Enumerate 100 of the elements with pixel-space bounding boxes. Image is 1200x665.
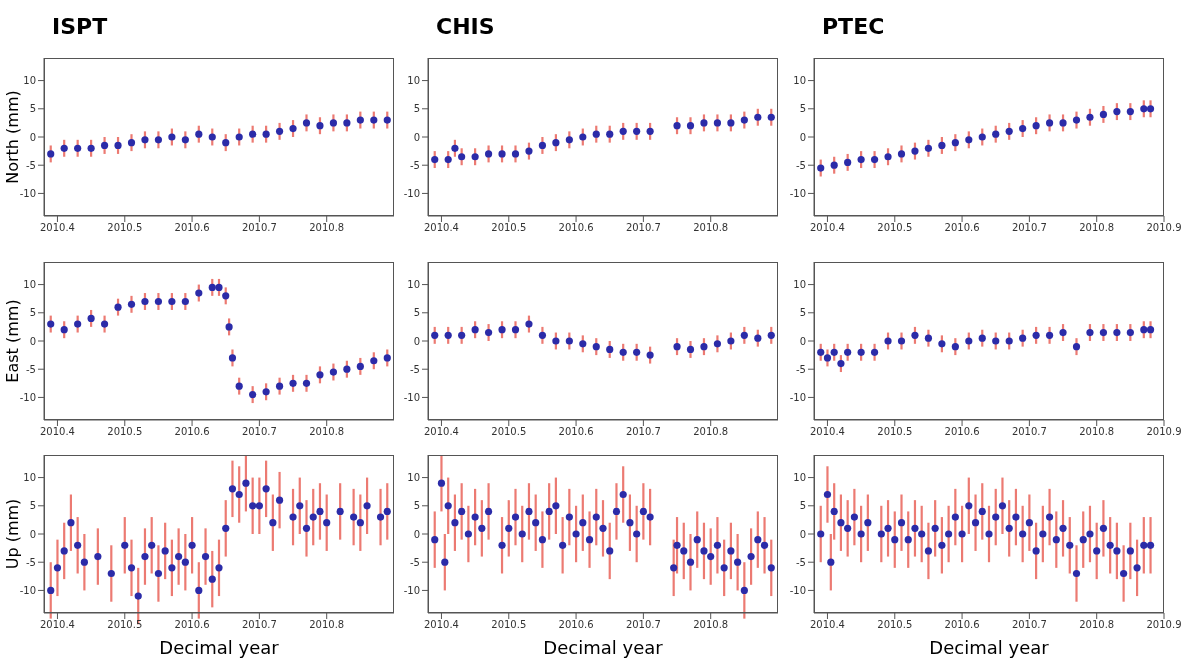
point: [897, 337, 906, 345]
point: [168, 564, 176, 572]
point: [754, 536, 762, 544]
point: [296, 502, 304, 510]
chart-title: CHIS: [436, 14, 495, 39]
point: [754, 334, 762, 342]
point: [830, 507, 838, 516]
point: [141, 136, 149, 144]
point: [451, 519, 459, 527]
point: [1079, 536, 1087, 544]
x-tick-label: 2010.5: [491, 619, 527, 631]
point: [767, 113, 775, 121]
x-tick-label: 2010.4: [809, 222, 845, 234]
x-tick-label: 2010.8: [309, 619, 345, 631]
point: [127, 564, 136, 572]
x-axis-title: Decimal year: [543, 637, 663, 658]
point: [127, 139, 136, 147]
point: [444, 502, 452, 510]
x-tick-label: 2010.4: [809, 619, 845, 631]
point: [154, 569, 163, 578]
point: [363, 502, 371, 510]
point: [754, 113, 762, 121]
point: [228, 354, 237, 362]
point: [350, 513, 358, 521]
point: [431, 331, 439, 339]
point: [87, 314, 95, 323]
point: [700, 119, 708, 127]
point: [592, 343, 600, 351]
point: [673, 122, 681, 130]
point: [53, 564, 62, 572]
point: [850, 513, 858, 521]
point: [458, 507, 466, 516]
point: [60, 326, 68, 334]
x-tick-label: 2010.7: [625, 619, 661, 631]
point: [951, 343, 959, 351]
y-tick-label: -10: [789, 391, 806, 403]
point: [356, 116, 364, 124]
y-tick-label: -10: [19, 584, 36, 596]
point: [857, 348, 865, 356]
point: [444, 155, 452, 164]
point: [1039, 530, 1047, 538]
x-tick-label: 2010.8: [693, 426, 729, 438]
y-tick-label: -10: [403, 584, 420, 596]
point: [370, 116, 378, 124]
point: [633, 127, 641, 135]
y-tick-label: 10: [407, 472, 420, 484]
x-tick-label: 2010.4: [39, 426, 75, 438]
point: [316, 371, 324, 379]
point: [911, 147, 919, 155]
point: [47, 150, 55, 158]
x-tick-label: 2010.6: [944, 426, 980, 438]
x-tick-label: 2010.4: [39, 619, 75, 631]
point: [673, 343, 681, 351]
point: [823, 354, 832, 362]
point: [924, 334, 933, 342]
y-tick-label: 10: [793, 75, 806, 87]
point: [938, 340, 946, 348]
point: [343, 365, 351, 373]
point: [1106, 541, 1114, 549]
point: [215, 283, 223, 291]
point: [686, 122, 695, 130]
point: [532, 519, 540, 527]
y-tick-label: -5: [26, 159, 36, 171]
x-tick-label: 2010.5: [107, 426, 143, 438]
point: [1146, 326, 1155, 334]
point: [1146, 541, 1155, 549]
y-tick-label: 5: [413, 307, 420, 319]
point: [585, 536, 594, 544]
point: [471, 513, 479, 521]
point: [195, 130, 203, 138]
point: [1025, 519, 1033, 527]
point: [572, 530, 580, 538]
point: [877, 530, 885, 538]
point: [945, 530, 953, 538]
y-tick-label: -5: [410, 556, 420, 568]
point: [646, 351, 654, 359]
point: [538, 331, 547, 339]
point: [740, 331, 748, 339]
x-tick-label: 2010.5: [491, 426, 527, 438]
x-tick-label: 2010.7: [625, 222, 661, 234]
y-tick-label: 5: [413, 103, 420, 115]
point: [195, 586, 203, 595]
point: [195, 289, 203, 297]
point: [67, 519, 75, 527]
point: [141, 297, 149, 306]
point: [329, 368, 338, 376]
point: [864, 519, 872, 527]
y-tick-label: -5: [26, 556, 36, 568]
y-tick-label: 0: [29, 131, 36, 143]
x-tick-label: 2010.7: [1011, 619, 1047, 631]
y-tick-label: 10: [793, 472, 806, 484]
point: [978, 507, 986, 516]
point: [992, 337, 1000, 345]
point: [168, 297, 176, 306]
point: [700, 343, 708, 351]
point: [1086, 113, 1094, 121]
point: [740, 586, 748, 595]
point: [713, 119, 722, 127]
point: [827, 558, 835, 566]
point: [329, 119, 338, 127]
